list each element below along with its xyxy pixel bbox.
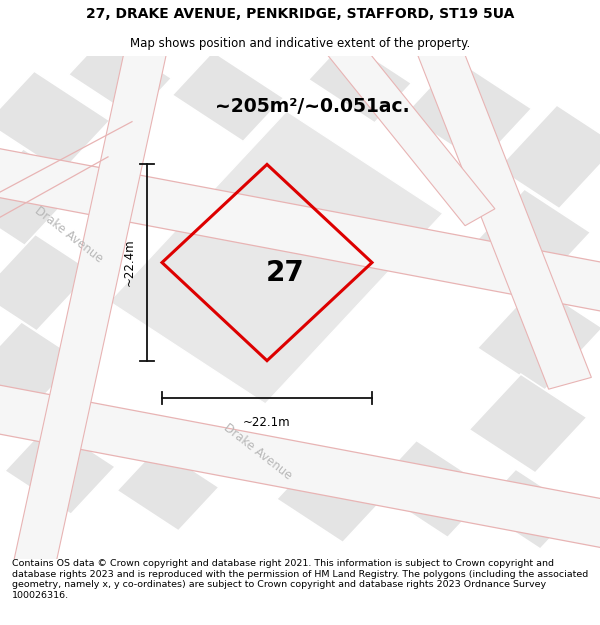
Polygon shape: [0, 71, 110, 172]
Polygon shape: [0, 375, 600, 558]
Polygon shape: [372, 441, 492, 538]
Polygon shape: [308, 40, 412, 123]
Text: ~205m²/~0.051ac.: ~205m²/~0.051ac.: [215, 97, 409, 116]
Polygon shape: [109, 111, 443, 404]
Text: ~22.4m: ~22.4m: [122, 239, 136, 286]
Polygon shape: [410, 25, 592, 389]
Polygon shape: [404, 59, 532, 164]
Polygon shape: [0, 149, 80, 246]
Text: Drake Avenue: Drake Avenue: [32, 204, 106, 266]
Polygon shape: [0, 139, 600, 321]
Polygon shape: [479, 469, 577, 549]
Polygon shape: [0, 234, 92, 331]
Polygon shape: [478, 284, 600, 391]
Text: Contains OS data © Crown copyright and database right 2021. This information is : Contains OS data © Crown copyright and d…: [12, 559, 588, 599]
Polygon shape: [315, 22, 495, 226]
Polygon shape: [498, 105, 600, 209]
Text: 27, DRAKE AVENUE, PENKRIDGE, STAFFORD, ST19 5UA: 27, DRAKE AVENUE, PENKRIDGE, STAFFORD, S…: [86, 7, 514, 21]
Polygon shape: [117, 447, 219, 531]
Polygon shape: [466, 189, 590, 296]
Polygon shape: [5, 423, 115, 514]
Polygon shape: [68, 35, 172, 118]
Polygon shape: [172, 51, 284, 141]
Polygon shape: [10, 28, 170, 587]
Text: 27: 27: [266, 259, 304, 287]
Text: Drake Avenue: Drake Avenue: [221, 421, 295, 482]
Polygon shape: [277, 456, 383, 542]
Text: Map shows position and indicative extent of the property.: Map shows position and indicative extent…: [130, 38, 470, 51]
Text: ~22.1m: ~22.1m: [243, 416, 291, 429]
Polygon shape: [469, 374, 587, 473]
Polygon shape: [0, 322, 78, 414]
